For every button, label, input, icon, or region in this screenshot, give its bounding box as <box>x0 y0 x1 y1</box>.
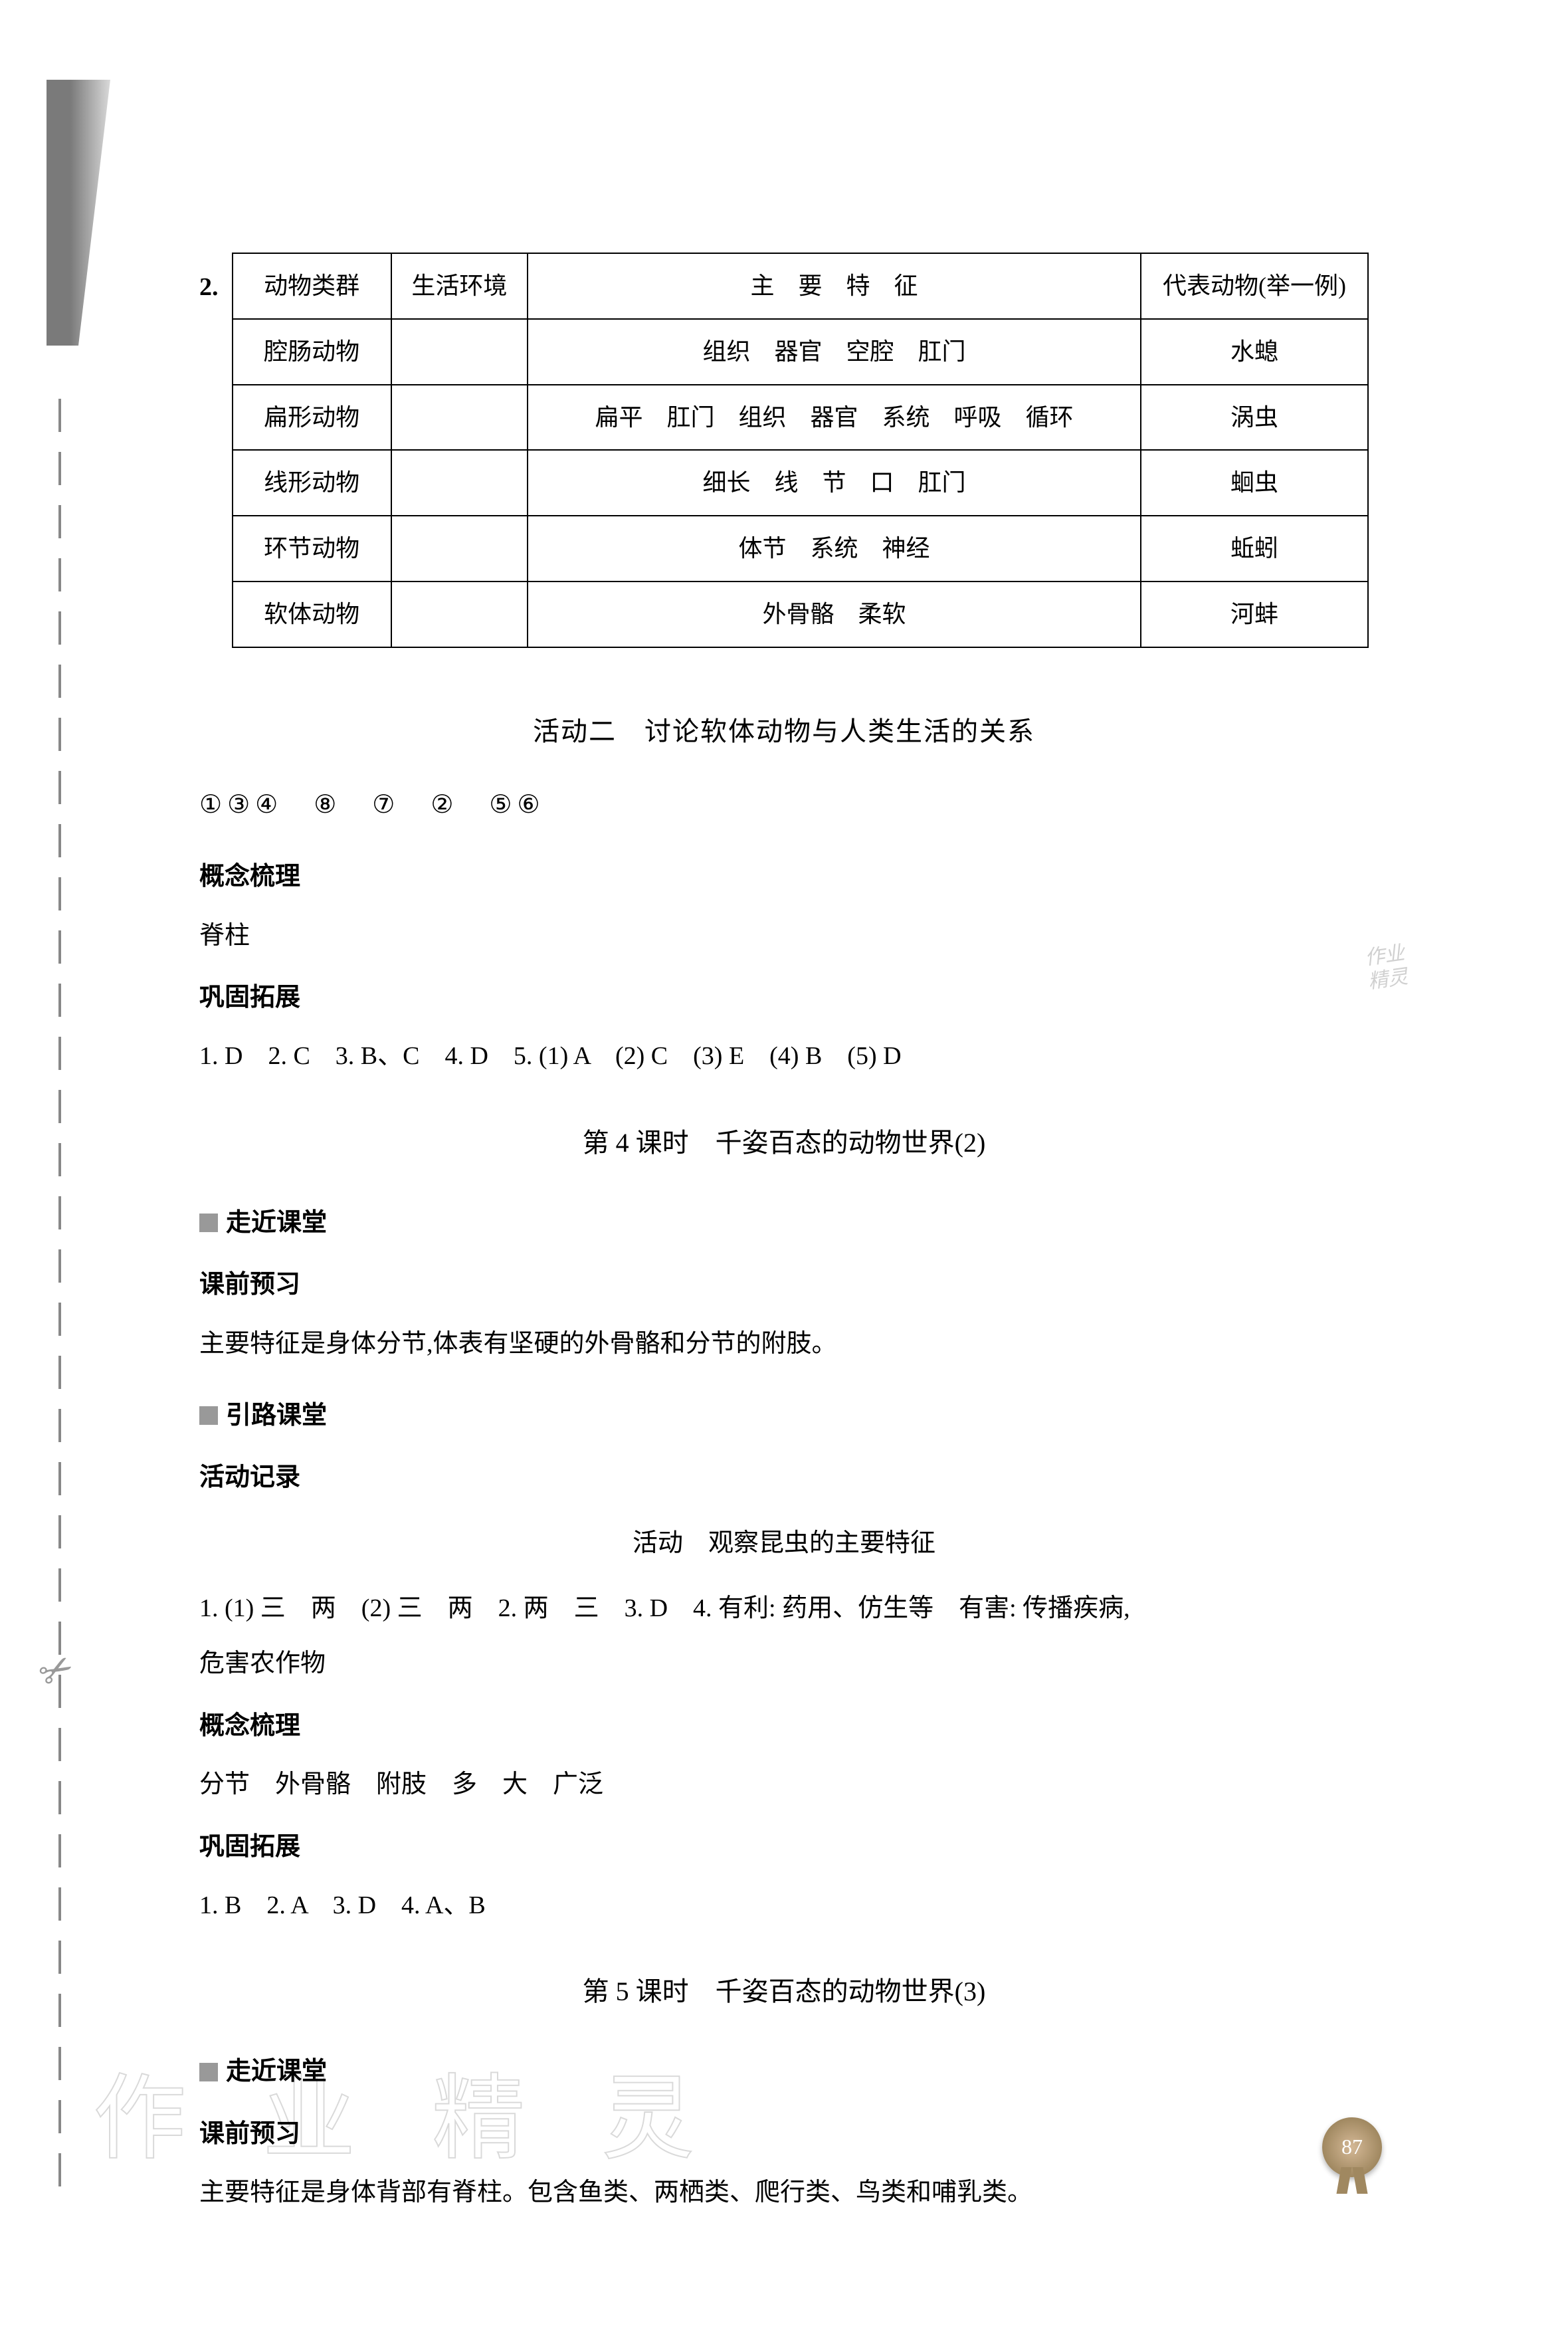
table-cell: 细长 线 节 口 肛门 <box>528 450 1141 516</box>
grey-square-icon <box>199 1406 218 1425</box>
concept-text: 脊柱 <box>199 913 1369 958</box>
watermark-bottom: 作 业 精 灵 <box>93 2036 721 2204</box>
grey-square-icon <box>199 1214 218 1232</box>
table-header-cell: 主 要 特 征 <box>528 253 1141 319</box>
concept-heading: 概念梳理 <box>199 854 1369 899</box>
table-header-cell: 动物类群 <box>233 253 391 319</box>
table-cell: 线形动物 <box>233 450 391 516</box>
table-cell: 软体动物 <box>233 582 391 647</box>
concept-heading-2: 概念梳理 <box>199 1703 1369 1748</box>
table-cell: 扁形动物 <box>233 385 391 451</box>
table-cell: 体节 系统 神经 <box>528 516 1141 582</box>
lesson4-activity-line1: 1. (1) 三 两 (2) 三 两 2. 两 三 3. D 4. 有利: 药用… <box>199 1586 1369 1631</box>
table-cell: 环节动物 <box>233 516 391 582</box>
circled-numbers-line: ①③④ ⑧ ⑦ ② ⑤⑥ <box>199 782 1369 827</box>
lesson4-concept-text: 分节 外骨骼 附肢 多 大 广泛 <box>199 1762 1369 1807</box>
consolidate-heading: 巩固拓展 <box>199 975 1369 1020</box>
guide-classroom-heading: 引路课堂 <box>199 1393 1369 1438</box>
table-row: 线形动物 细长 线 节 口 肛门 蛔虫 <box>233 450 1369 516</box>
lesson4-activity-title: 活动 观察昆虫的主要特征 <box>199 1521 1369 1566</box>
table-cell <box>391 385 528 451</box>
table-header-row: 动物类群 生活环境 主 要 特 征 代表动物(举一例) <box>233 253 1369 319</box>
lesson-4-title: 第 4 课时 千姿百态的动物世界(2) <box>199 1119 1369 1167</box>
lesson4-preview-text: 主要特征是身体分节,体表有坚硬的外骨骼和分节的附肢。 <box>199 1321 1369 1366</box>
lesson-5-title: 第 5 课时 千姿百态的动物世界(3) <box>199 1968 1369 2016</box>
page-number: 87 <box>1341 2128 1363 2167</box>
table-row: 软体动物 外骨骼 柔软 河蚌 <box>233 582 1369 647</box>
page-edge-shadow <box>47 80 126 346</box>
table-cell: 河蚌 <box>1141 582 1368 647</box>
table-cell: 扁平 肛门 组织 器官 系统 呼吸 循环 <box>528 385 1141 451</box>
table-cell: 涡虫 <box>1141 385 1368 451</box>
consolidate-answers: 1. D 2. C 3. B、C 4. D 5. (1) A (2) C (3)… <box>199 1033 1369 1079</box>
scissors-icon: ✂ <box>24 1632 89 1711</box>
near-classroom-heading: 走近课堂 <box>199 1200 1369 1245</box>
table-cell: 水螅 <box>1141 319 1368 385</box>
near-classroom-label: 走近课堂 <box>226 1200 327 1245</box>
table-cell: 蚯蚓 <box>1141 516 1368 582</box>
table-cell: 外骨骼 柔软 <box>528 582 1141 647</box>
activity-record-heading: 活动记录 <box>199 1455 1369 1500</box>
question-2-block: 2. 动物类群 生活环境 主 要 特 征 代表动物(举一例) 腔肠动物 组织 器… <box>199 253 1369 688</box>
table-header-cell: 代表动物(举一例) <box>1141 253 1368 319</box>
watermark-stamp: 作业 精灵 <box>1330 936 1446 1030</box>
table-row: 环节动物 体节 系统 神经 蚯蚓 <box>233 516 1369 582</box>
question-2-number: 2. <box>199 253 219 310</box>
lesson4-activity-line2: 危害农作物 <box>199 1641 1369 1686</box>
animal-classification-table: 动物类群 生活环境 主 要 特 征 代表动物(举一例) 腔肠动物 组织 器官 空… <box>232 253 1369 648</box>
table-row: 扁形动物 扁平 肛门 组织 器官 系统 呼吸 循环 涡虫 <box>233 385 1369 451</box>
table-cell <box>391 516 528 582</box>
consolidate-heading-2: 巩固拓展 <box>199 1824 1369 1869</box>
table-cell <box>391 582 528 647</box>
spiral-binding <box>53 399 66 2197</box>
activity-2-title: 活动二 讨论软体动物与人类生活的关系 <box>199 708 1369 756</box>
table-cell: 组织 器官 空腔 肛门 <box>528 319 1141 385</box>
page-number-badge: 87 <box>1322 2117 1382 2177</box>
table-row: 腔肠动物 组织 器官 空腔 肛门 水螅 <box>233 319 1369 385</box>
preview-heading: 课前预习 <box>199 1262 1369 1307</box>
table-cell <box>391 450 528 516</box>
guide-classroom-label: 引路课堂 <box>226 1393 327 1438</box>
table-cell: 蛔虫 <box>1141 450 1368 516</box>
lesson4-consolidate-answers: 1. B 2. A 3. D 4. A、B <box>199 1883 1369 1928</box>
table-cell: 腔肠动物 <box>233 319 391 385</box>
table-cell <box>391 319 528 385</box>
table-header-cell: 生活环境 <box>391 253 528 319</box>
